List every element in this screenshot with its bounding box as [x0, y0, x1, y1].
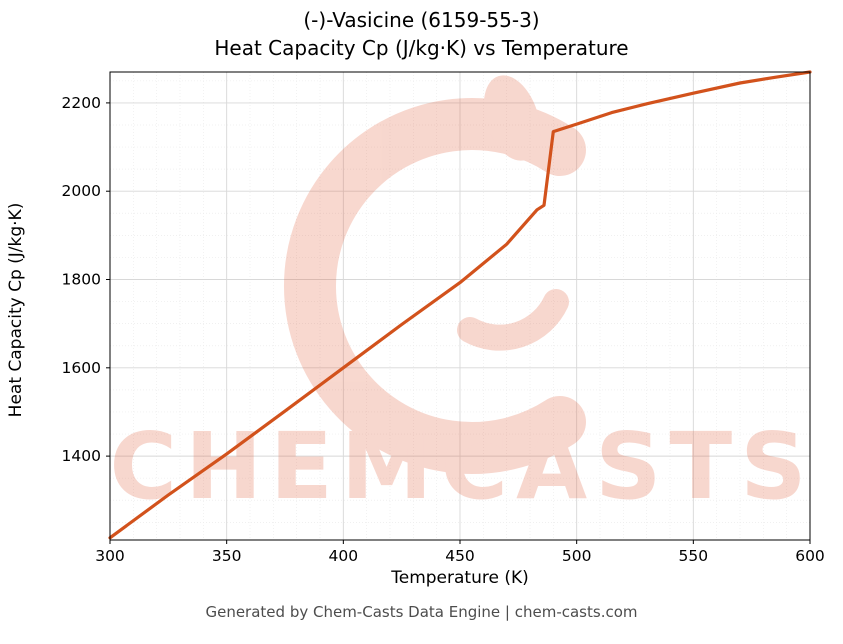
y-tick-label: 2200	[62, 94, 101, 112]
x-tick-label: 450	[445, 547, 475, 565]
x-tick-label: 550	[679, 547, 709, 565]
watermark: CHEMCASTS	[110, 75, 815, 520]
x-axis-label: Temperature (K)	[391, 568, 529, 588]
y-tick-label: 1600	[62, 359, 101, 377]
x-tick-label: 500	[562, 547, 592, 565]
x-tick-label: 400	[329, 547, 359, 565]
chart-title-line-2: Heat Capacity Cp (J/kg·K) vs Temperature	[214, 36, 629, 60]
y-axis-label: Heat Capacity Cp (J/kg·K)	[6, 202, 26, 418]
chart-title-line-1: (-)-Vasicine (6159-55-3)	[303, 8, 540, 32]
y-tick-label: 2000	[62, 182, 101, 200]
footer-credit: Generated by Chem-Casts Data Engine | ch…	[205, 603, 638, 621]
cp-line	[108, 70, 812, 540]
y-tick-label: 1400	[62, 447, 101, 465]
svg-text:CHEMCASTS: CHEMCASTS	[110, 413, 815, 520]
x-tick-label: 350	[212, 547, 242, 565]
x-tick-label: 300	[95, 547, 125, 565]
x-tick-label: 600	[795, 547, 825, 565]
y-tick-label: 1800	[62, 271, 101, 289]
